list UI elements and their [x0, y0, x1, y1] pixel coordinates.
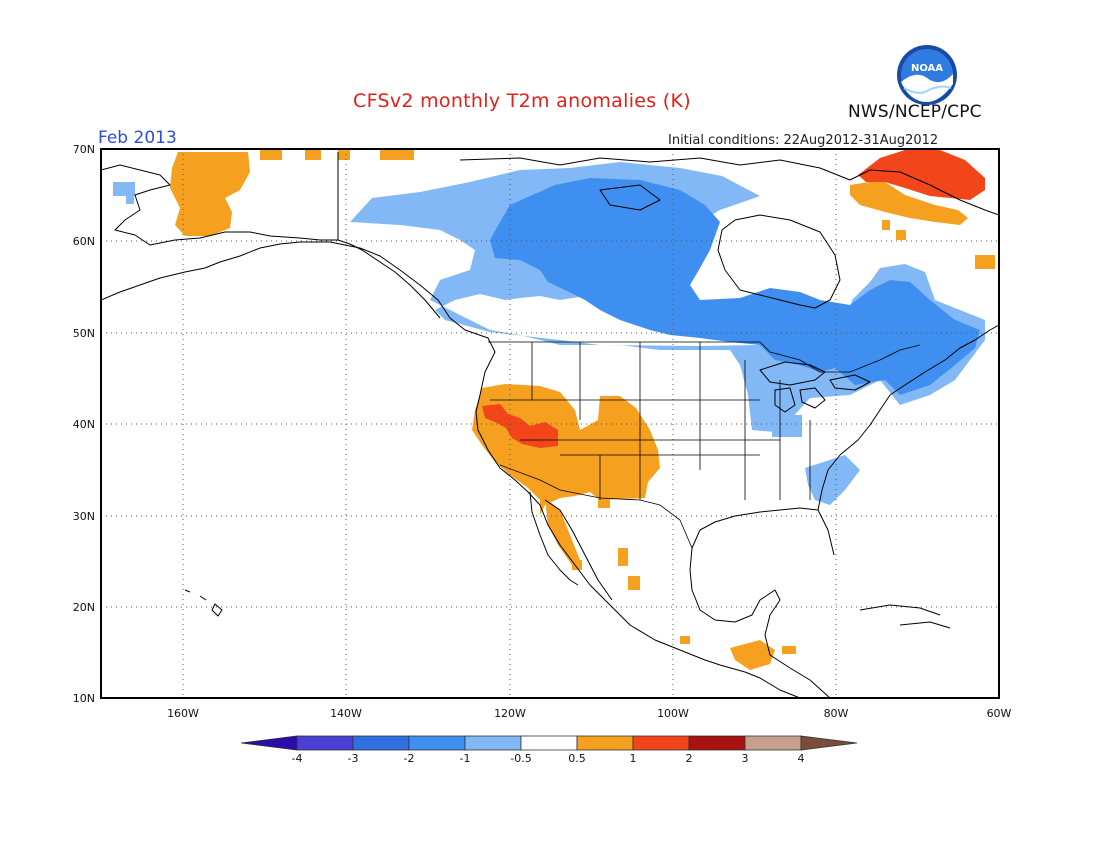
map-frame	[100, 148, 1000, 699]
colorbar-tick-4: 4	[797, 752, 805, 765]
colorbar-segment-2	[352, 735, 410, 751]
chart-title: CFSv2 monthly T2m anomalies (K)	[353, 90, 691, 112]
lat-label-60n: 60N	[72, 235, 95, 248]
colorbar-segment-9	[744, 735, 802, 751]
initial-conditions-label: Initial conditions: 22Aug2012-31Aug2012	[668, 133, 939, 148]
colorbar-segment-5	[520, 735, 578, 751]
lon-label-60w: 60W	[986, 707, 1012, 720]
valid-month-label: Feb 2013	[98, 128, 177, 148]
lon-label-160w: 160W	[167, 707, 199, 720]
anomaly-medium-blue	[490, 178, 980, 395]
colorbar-segment-1	[296, 735, 354, 751]
colorbar-tick-minus4: -4	[291, 752, 303, 765]
anomaly-shading	[113, 150, 995, 670]
colorbar-tick-minus1: -1	[459, 752, 471, 765]
lon-label-100w: 100W	[657, 707, 689, 720]
colorbar-segment-4	[464, 735, 522, 751]
anomaly-orange	[170, 150, 995, 670]
logo-text: NOAA	[911, 63, 943, 74]
colorbar-tick-2: 2	[685, 752, 693, 765]
lat-label-40n: 40N	[72, 418, 95, 431]
colorbar-segment-8	[688, 735, 746, 751]
colorbar-tick-0-5: 0.5	[568, 752, 586, 765]
lon-label-120w: 120W	[494, 707, 526, 720]
lon-label-140w: 140W	[330, 707, 362, 720]
colorbar-tick-1: 1	[629, 752, 637, 765]
colorbar-segment-below-min	[240, 735, 298, 751]
lat-label-30n: 30N	[72, 510, 95, 523]
colorbar-segment-3	[408, 735, 466, 751]
colorbar-segment-above-max	[800, 735, 858, 751]
lat-label-20n: 20N	[72, 601, 95, 614]
colorbar-segment-6	[576, 735, 634, 751]
lat-label-70n: 70N	[72, 143, 95, 156]
anomaly-red	[482, 150, 985, 448]
coastlines	[101, 152, 999, 698]
organization-label: NWS/NCEP/CPC	[848, 102, 982, 122]
colorbar-tick-minus0-5: -0.5	[510, 752, 532, 765]
colorbar-tick-3: 3	[741, 752, 749, 765]
political-borders	[488, 341, 921, 549]
lat-label-50n: 50N	[72, 327, 95, 340]
noaa-logo: NOAA	[897, 45, 957, 105]
colorbar-tick-minus3: -3	[347, 752, 359, 765]
lat-label-10n: 10N	[72, 692, 95, 705]
lon-label-80w: 80W	[823, 707, 849, 720]
colorbar-tick-minus2: -2	[403, 752, 415, 765]
colorbar-segment-7	[632, 735, 690, 751]
